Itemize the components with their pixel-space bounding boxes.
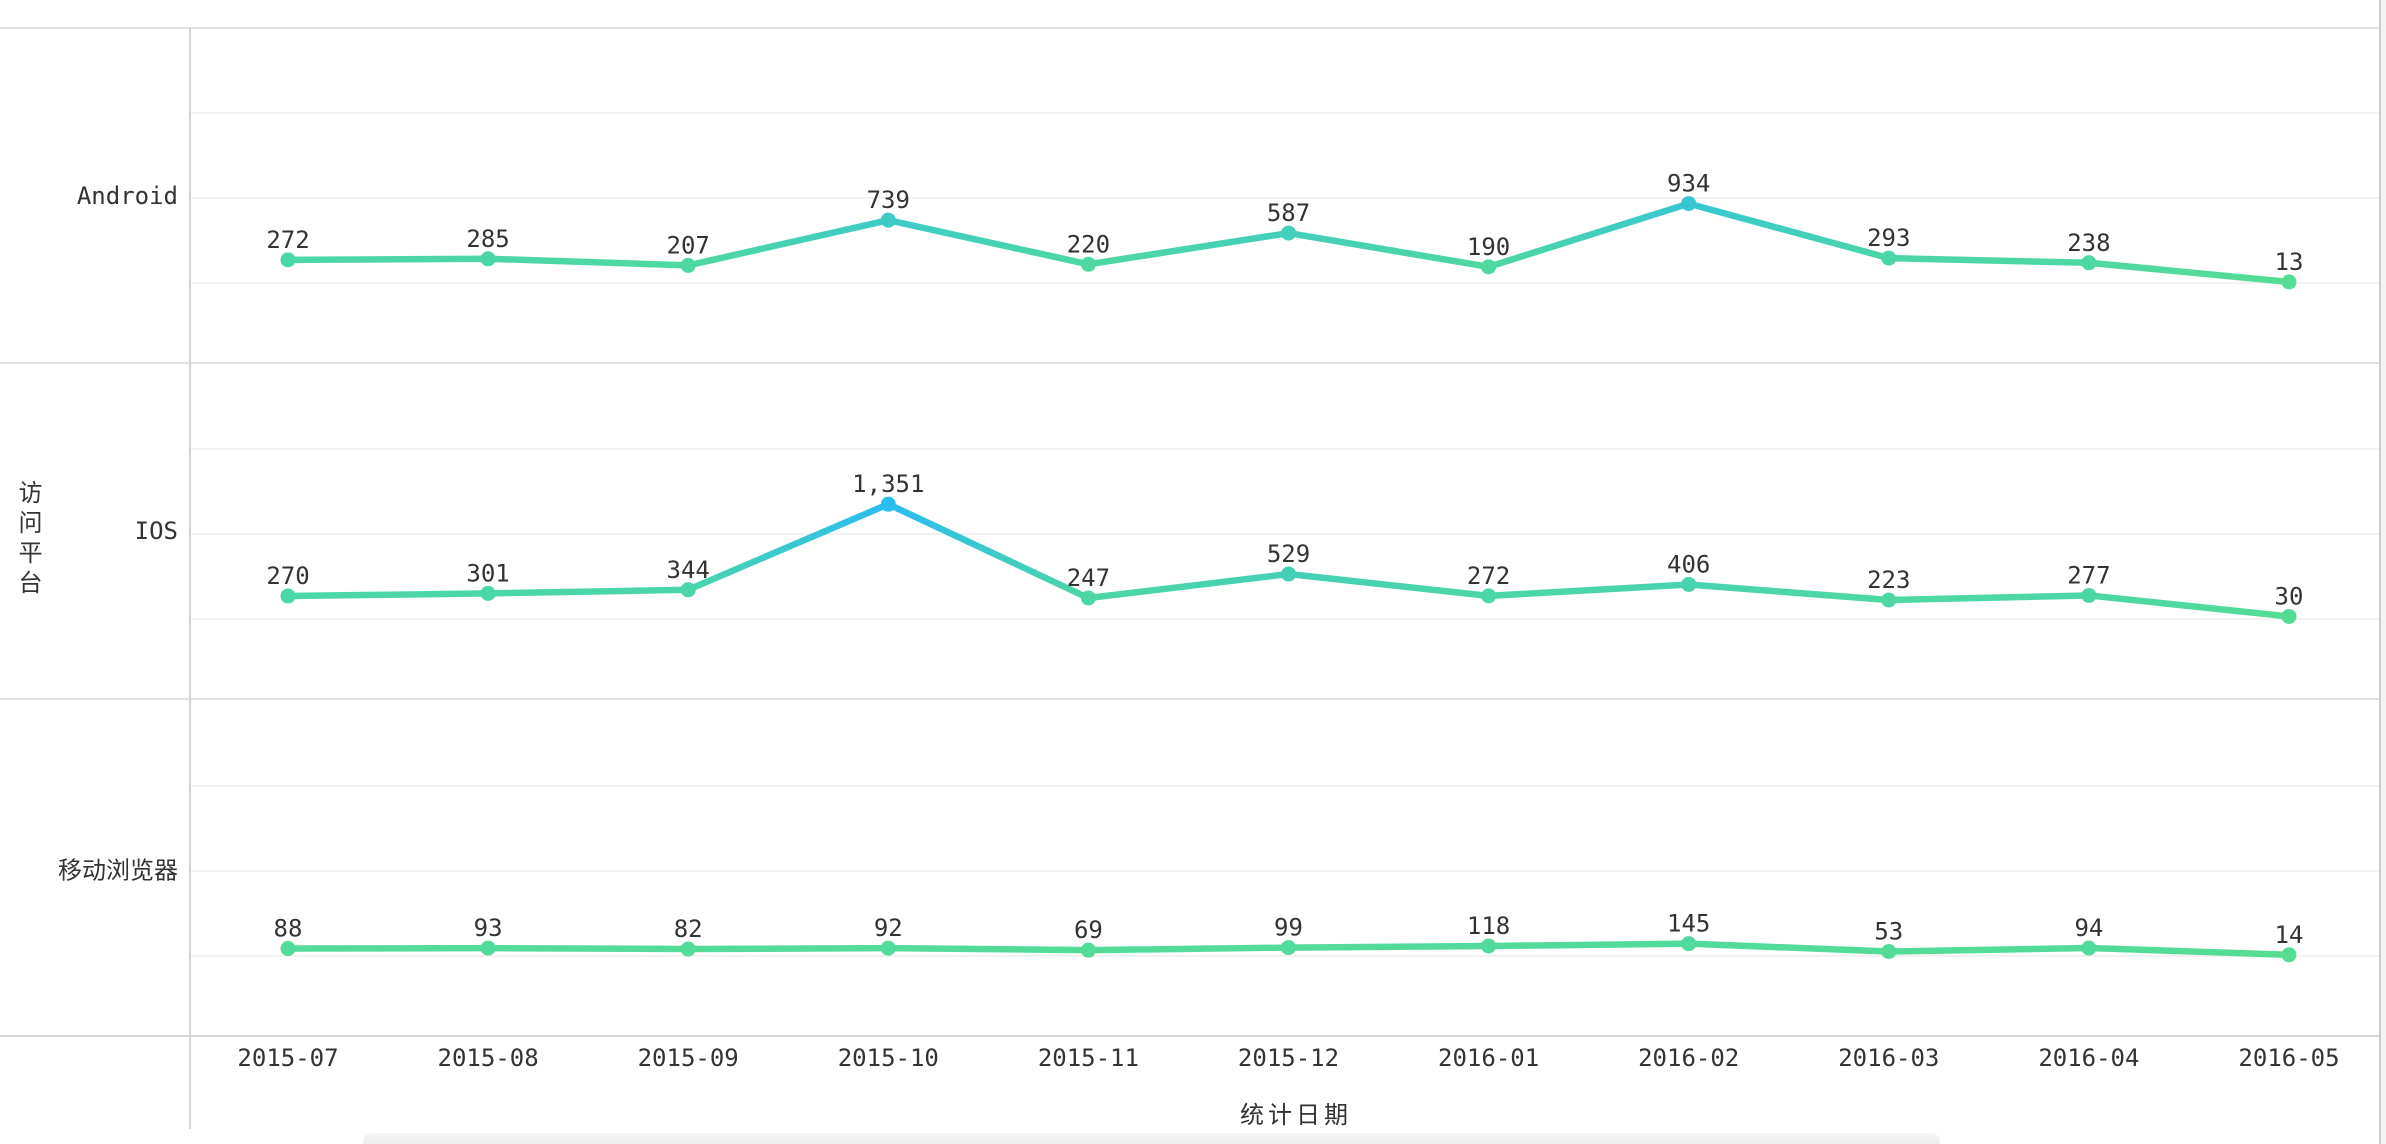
value-label: 13 bbox=[2275, 248, 2304, 276]
x-tick-label: 2016-03 bbox=[1838, 1044, 1939, 1072]
data-point-marker bbox=[480, 251, 496, 267]
x-tick-label: 2015-07 bbox=[237, 1044, 338, 1072]
data-point-marker bbox=[1481, 259, 1497, 275]
data-point-marker bbox=[280, 252, 296, 268]
data-point-marker bbox=[2281, 274, 2297, 290]
value-label: 270 bbox=[266, 562, 309, 590]
data-point-marker bbox=[680, 941, 696, 957]
value-label: 69 bbox=[1074, 916, 1103, 944]
value-label: 88 bbox=[274, 915, 303, 943]
series-移动浏览器: 88 93 82 92 69 99 118 145 53 94 14 bbox=[274, 910, 2304, 963]
data-point-marker bbox=[1080, 256, 1096, 272]
value-label: 118 bbox=[1467, 912, 1510, 940]
value-label: 285 bbox=[466, 225, 509, 253]
right-scrollbar-track-border bbox=[2379, 0, 2381, 1144]
data-point-marker bbox=[2281, 608, 2297, 624]
data-point-marker bbox=[680, 257, 696, 273]
x-tick-label: 2016-02 bbox=[1638, 1044, 1739, 1072]
value-label: 99 bbox=[1274, 914, 1303, 942]
data-point-marker bbox=[1881, 250, 1897, 266]
series-row-label: 移动浏览器 bbox=[58, 856, 178, 884]
data-point-marker bbox=[880, 212, 896, 228]
value-label: 223 bbox=[1867, 566, 1910, 594]
series-IOS: 270 301 344 1,351 247 529 272 406 223 277 30 bbox=[266, 470, 2303, 624]
data-point-marker bbox=[1881, 943, 1897, 959]
value-label: 14 bbox=[2275, 921, 2304, 949]
data-point-marker bbox=[480, 585, 496, 601]
value-label: 53 bbox=[1874, 917, 1903, 945]
data-point-marker bbox=[1281, 566, 1296, 582]
y-axis-category-labels: Android IOS 移动浏览器 bbox=[0, 0, 178, 1144]
data-point-marker bbox=[680, 582, 696, 598]
value-label: 220 bbox=[1067, 230, 1110, 258]
value-label: 344 bbox=[667, 556, 710, 584]
data-point-marker bbox=[1481, 938, 1497, 954]
value-label: 406 bbox=[1667, 550, 1710, 578]
series-row-label: IOS bbox=[134, 517, 178, 545]
x-tick-label: 2016-01 bbox=[1438, 1044, 1539, 1072]
value-label: 94 bbox=[2074, 914, 2103, 942]
horizontal-scrollbar-thumb[interactable] bbox=[363, 1133, 1940, 1144]
data-point-marker bbox=[480, 940, 496, 956]
value-label: 301 bbox=[466, 559, 509, 587]
data-point-marker bbox=[1881, 592, 1897, 608]
data-point-marker bbox=[880, 496, 896, 512]
data-point-marker bbox=[1481, 588, 1497, 604]
x-tick-label: 2016-04 bbox=[2038, 1044, 2139, 1072]
value-label: 82 bbox=[674, 915, 703, 943]
series-row-label: Android bbox=[76, 181, 178, 210]
value-label: 934 bbox=[1667, 170, 1710, 198]
data-point-marker bbox=[1281, 940, 1296, 956]
x-tick-label: 2015-09 bbox=[638, 1044, 739, 1072]
data-point-marker bbox=[280, 941, 296, 957]
data-point-marker bbox=[1080, 590, 1096, 606]
x-tick-label: 2015-11 bbox=[1038, 1044, 1139, 1072]
x-tick-label: 2015-08 bbox=[438, 1044, 539, 1072]
data-point-marker bbox=[2081, 587, 2097, 603]
value-label: 207 bbox=[667, 231, 710, 259]
data-point-marker bbox=[1681, 576, 1697, 592]
data-point-marker bbox=[2081, 255, 2097, 271]
value-label: 238 bbox=[2067, 229, 2110, 257]
x-tick-label: 2015-10 bbox=[838, 1044, 939, 1072]
data-point-marker bbox=[1281, 225, 1296, 241]
data-point-marker bbox=[1681, 936, 1697, 952]
value-label: 739 bbox=[867, 186, 910, 214]
right-scrollbar-track bbox=[2381, 0, 2386, 1144]
data-point-marker bbox=[2281, 947, 2297, 963]
value-label: 1,351 bbox=[852, 470, 924, 498]
value-label: 293 bbox=[1867, 224, 1910, 252]
value-label: 277 bbox=[2067, 561, 2110, 589]
value-label: 529 bbox=[1267, 540, 1310, 568]
y-axis-title: 访问平台 bbox=[14, 480, 42, 600]
value-label: 272 bbox=[1467, 562, 1510, 590]
value-label: 92 bbox=[874, 914, 903, 942]
x-axis-title: 统计日期 bbox=[1240, 1101, 1352, 1129]
data-point-marker bbox=[280, 588, 296, 604]
value-label: 30 bbox=[2275, 582, 2304, 610]
value-label: 247 bbox=[1067, 564, 1110, 592]
data-point-marker bbox=[1080, 942, 1096, 958]
value-label: 272 bbox=[266, 226, 309, 254]
series-Android: 272 285 207 739 220 587 190 934 293 238 13 bbox=[266, 170, 2303, 290]
x-tick-label: 2016-05 bbox=[2238, 1044, 2339, 1072]
value-label: 190 bbox=[1467, 233, 1510, 261]
data-point-marker bbox=[1681, 196, 1697, 212]
value-label: 145 bbox=[1667, 910, 1710, 938]
value-label: 587 bbox=[1267, 199, 1310, 227]
x-tick-label: 2015-12 bbox=[1238, 1044, 1339, 1072]
data-point-marker bbox=[880, 940, 896, 956]
value-label: 93 bbox=[474, 914, 503, 942]
data-point-marker bbox=[2081, 940, 2097, 956]
